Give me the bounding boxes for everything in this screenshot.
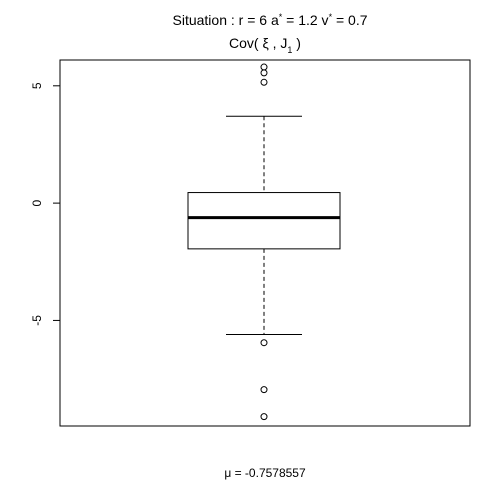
- outlier-point: [261, 64, 267, 70]
- y-axis-ticks: 5 0 -5: [30, 82, 60, 326]
- chart-subtitle: Cov( ξ , J1 ): [229, 35, 301, 55]
- outlier-point: [261, 79, 267, 85]
- y-tick-label: -5: [30, 315, 44, 326]
- iqr-box: [188, 193, 340, 249]
- x-axis-label: μ = -0.7578557: [224, 466, 306, 480]
- outlier-point: [261, 340, 267, 346]
- outlier-point: [261, 70, 267, 76]
- plot-frame: [60, 60, 470, 426]
- outlier-point: [261, 387, 267, 393]
- y-tick-label: 0: [30, 199, 44, 206]
- chart-title: Situation : r = 6 a* = 1.2 v* = 0.7: [173, 12, 368, 28]
- y-tick-label: 5: [30, 82, 44, 89]
- outlier-point: [261, 414, 267, 420]
